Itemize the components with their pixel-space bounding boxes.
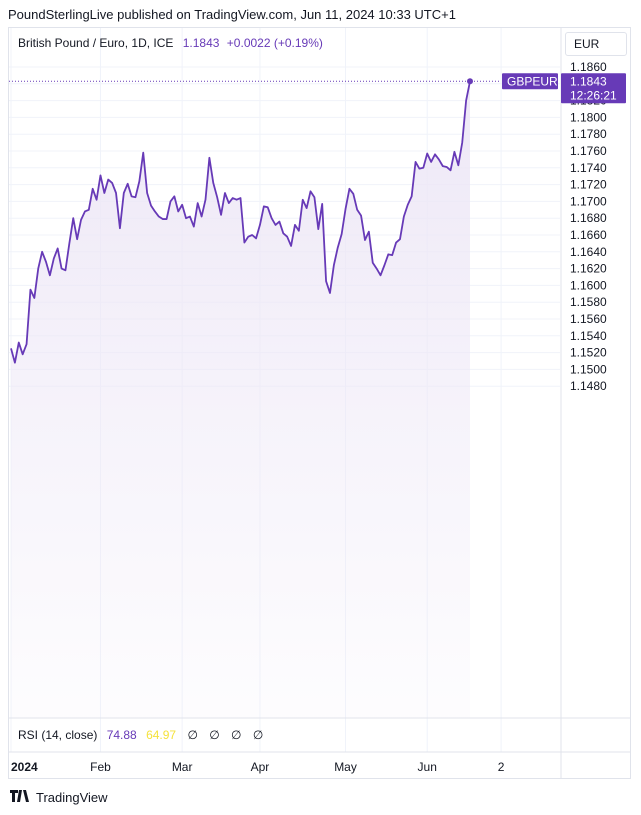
price-line [10,81,471,364]
y-tick-label: 1.1520 [570,346,607,360]
ticker-tag [502,73,558,90]
tradingview-logo-icon [10,790,30,805]
y-tick-label: 1.1620 [570,262,607,276]
footer-label: TradingView [36,790,108,805]
y-tick-label: 1.1740 [570,161,607,175]
x-tick-label: Feb [90,760,111,774]
x-tick-label: Mar [172,760,193,774]
rsi-label: RSI (14, close) [18,728,98,742]
x-tick-label: May [334,760,357,774]
area-fill [11,81,470,718]
y-tick-label: 1.1640 [570,245,607,259]
y-tick-label: 1.1580 [570,295,607,309]
footer-brand[interactable]: TradingView [10,790,108,805]
rsi-legend: RSI (14, close) 74.88 64.97 ∅ ∅ ∅ ∅ [18,728,263,742]
y-tick-label: 1.1720 [570,178,607,192]
price-tag-countdown: 12:26:21 [570,88,617,102]
y-tick-label: 1.1500 [570,362,607,376]
x-tick-label: 2024 [11,760,38,774]
y-tick-label: 1.1760 [570,144,607,158]
publish-header: PoundSterlingLive published on TradingVi… [8,7,456,22]
chart-frame [8,27,631,779]
price-tag-value: 1.1843 [570,74,607,88]
x-tick-label: 2 [498,760,505,774]
y-tick-label: 1.1780 [570,127,607,141]
rsi-na-1: ∅ [187,728,198,742]
ticker-tag-label: GBPEUR [507,74,558,88]
x-tick-label: Jun [418,760,437,774]
currency-button[interactable]: EUR [565,32,627,56]
y-tick-label: 1.1540 [570,329,607,343]
rsi-ma-value: 64.97 [146,728,177,742]
legend-symbol: British Pound / Euro, 1D, ICE [18,36,174,50]
y-tick-label: 1.1700 [570,194,607,208]
rsi-value: 74.88 [106,728,137,742]
y-tick-label: 1.1800 [570,110,607,124]
rsi-na-3: ∅ [231,728,242,742]
rsi-na-4: ∅ [252,728,264,742]
y-tick-label: 1.1660 [570,228,607,242]
legend-change: +0.0022 (+0.19%) [226,36,323,50]
rsi-na-2: ∅ [209,728,220,742]
y-tick-label: 1.1600 [570,278,607,292]
y-tick-label: 1.1480 [570,379,607,393]
y-tick-label: 1.1860 [570,60,607,74]
x-tick-label: Apr [251,760,270,774]
chart-legend: British Pound / Euro, 1D, ICE 1.1843 +0.… [18,36,323,50]
y-tick-label: 1.1680 [570,211,607,225]
price-tag [561,73,626,104]
y-tick-label: 1.1560 [570,312,607,326]
legend-last: 1.1843 [182,36,220,50]
last-price-dot [467,78,473,85]
